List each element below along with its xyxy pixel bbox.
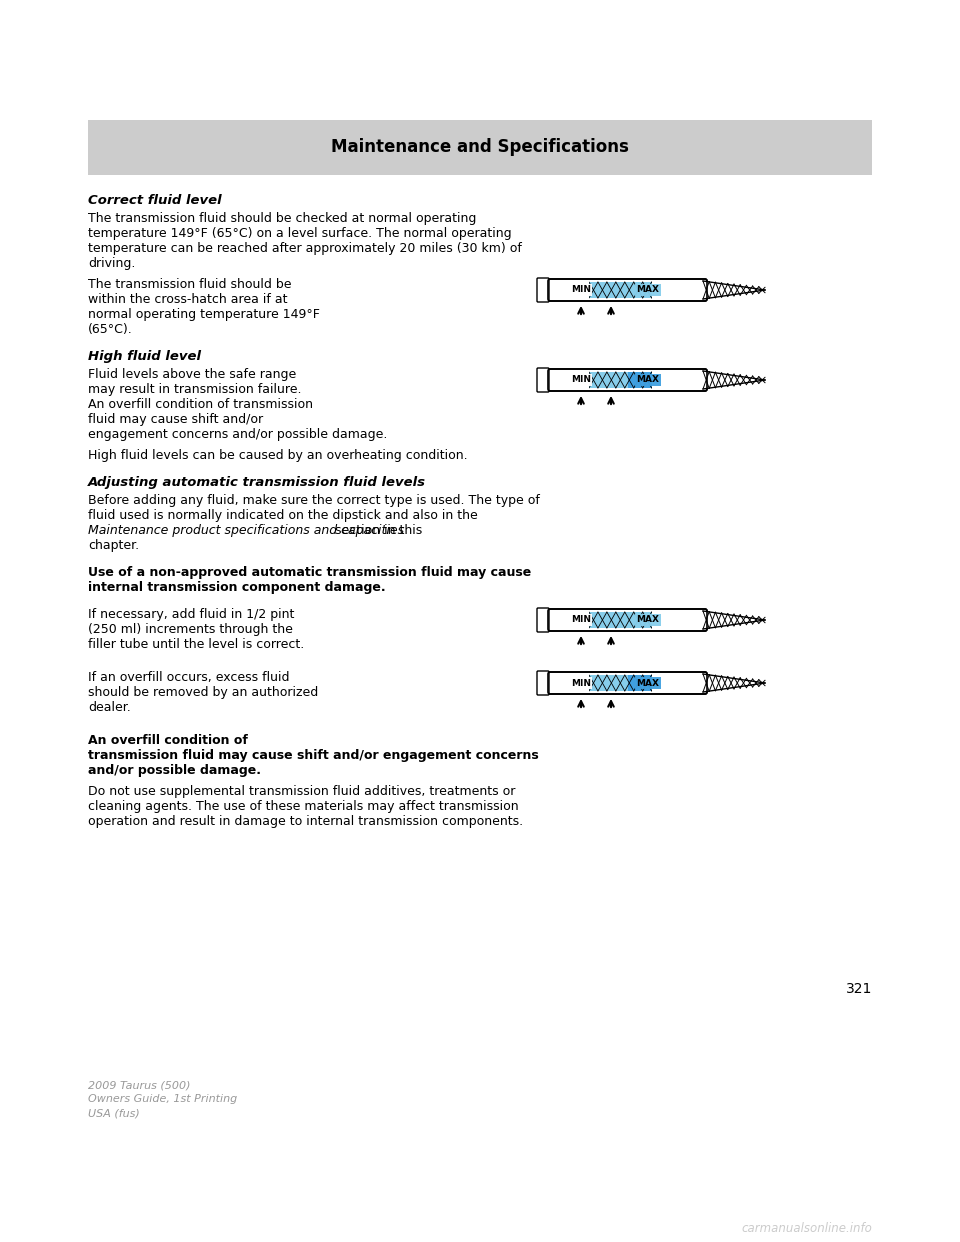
FancyBboxPatch shape bbox=[537, 609, 549, 632]
Text: (250 ml) increments through the: (250 ml) increments through the bbox=[88, 623, 293, 636]
Bar bbox=[589, 282, 652, 298]
FancyBboxPatch shape bbox=[537, 368, 549, 392]
Text: 2009 Taurus (500): 2009 Taurus (500) bbox=[88, 1081, 190, 1090]
Text: MIN: MIN bbox=[571, 678, 591, 688]
Text: internal transmission component damage.: internal transmission component damage. bbox=[88, 581, 386, 594]
Bar bbox=[88, 120, 872, 175]
Text: Correct fluid level: Correct fluid level bbox=[88, 194, 222, 207]
Bar bbox=[652, 281, 725, 299]
Text: 321: 321 bbox=[846, 982, 872, 996]
Bar bbox=[652, 371, 725, 389]
Text: temperature 149°F (65°C) on a level surface. The normal operating: temperature 149°F (65°C) on a level surf… bbox=[88, 227, 512, 240]
Bar bbox=[550, 674, 589, 692]
Text: Adjusting automatic transmission fluid levels: Adjusting automatic transmission fluid l… bbox=[88, 476, 426, 489]
Text: should be removed by an authorized: should be removed by an authorized bbox=[88, 686, 319, 699]
Text: Maintenance and Specifications: Maintenance and Specifications bbox=[331, 139, 629, 156]
Text: Owners Guide, 1st Printing: Owners Guide, 1st Printing bbox=[88, 1094, 237, 1104]
Bar bbox=[652, 611, 725, 628]
Text: High fluid levels can be caused by an overheating condition.: High fluid levels can be caused by an ov… bbox=[88, 450, 468, 462]
Text: fluid used is normally indicated on the dipstick and also in the: fluid used is normally indicated on the … bbox=[88, 509, 478, 522]
Bar bbox=[628, 373, 658, 388]
Text: An overfill condition of transmission: An overfill condition of transmission bbox=[88, 397, 313, 411]
Text: dealer.: dealer. bbox=[88, 700, 131, 714]
Text: Maintenance product specifications and capacities: Maintenance product specifications and c… bbox=[88, 524, 404, 537]
FancyBboxPatch shape bbox=[548, 369, 707, 391]
Bar bbox=[550, 371, 589, 389]
Text: Before adding any fluid, make sure the correct type is used. The type of: Before adding any fluid, make sure the c… bbox=[88, 494, 540, 507]
Bar bbox=[589, 612, 652, 628]
Text: and/or possible damage.: and/or possible damage. bbox=[88, 764, 261, 777]
Text: normal operating temperature 149°F: normal operating temperature 149°F bbox=[88, 308, 320, 320]
Text: MIN: MIN bbox=[571, 375, 591, 385]
Text: MAX: MAX bbox=[636, 678, 660, 688]
Text: MAX: MAX bbox=[636, 375, 660, 385]
Text: The transmission fluid should be checked at normal operating: The transmission fluid should be checked… bbox=[88, 212, 476, 225]
FancyBboxPatch shape bbox=[548, 672, 707, 694]
Text: cleaning agents. The use of these materials may affect transmission: cleaning agents. The use of these materi… bbox=[88, 800, 518, 814]
Text: temperature can be reached after approximately 20 miles (30 km) of: temperature can be reached after approxi… bbox=[88, 242, 522, 255]
Text: Fluid levels above the safe range: Fluid levels above the safe range bbox=[88, 368, 297, 381]
Text: filler tube until the level is correct.: filler tube until the level is correct. bbox=[88, 638, 304, 651]
FancyBboxPatch shape bbox=[537, 671, 549, 696]
Text: fluid may cause shift and/or: fluid may cause shift and/or bbox=[88, 414, 263, 426]
Text: If an overfill occurs, excess fluid: If an overfill occurs, excess fluid bbox=[88, 671, 290, 684]
FancyBboxPatch shape bbox=[537, 278, 549, 302]
FancyBboxPatch shape bbox=[548, 609, 707, 631]
Text: MIN: MIN bbox=[571, 616, 591, 625]
Text: transmission fluid may cause shift and/or engagement concerns: transmission fluid may cause shift and/o… bbox=[88, 749, 539, 763]
Text: driving.: driving. bbox=[88, 257, 135, 270]
Text: If necessary, add fluid in 1/2 pint: If necessary, add fluid in 1/2 pint bbox=[88, 609, 295, 621]
Text: USA (fus): USA (fus) bbox=[88, 1108, 140, 1118]
Text: carmanualsonline.info: carmanualsonline.info bbox=[741, 1222, 872, 1235]
Bar bbox=[550, 281, 589, 299]
FancyBboxPatch shape bbox=[548, 279, 707, 301]
Text: (65°C).: (65°C). bbox=[88, 323, 132, 337]
Text: Do not use supplemental transmission fluid additives, treatments or: Do not use supplemental transmission flu… bbox=[88, 785, 516, 799]
Text: MAX: MAX bbox=[636, 616, 660, 625]
Text: MAX: MAX bbox=[636, 286, 660, 294]
Bar bbox=[550, 611, 589, 628]
Text: operation and result in damage to internal transmission components.: operation and result in damage to intern… bbox=[88, 815, 523, 828]
Bar bbox=[652, 674, 725, 692]
Bar bbox=[628, 674, 658, 691]
Text: High fluid level: High fluid level bbox=[88, 350, 201, 363]
Text: Use of a non-approved automatic transmission fluid may cause: Use of a non-approved automatic transmis… bbox=[88, 566, 531, 579]
Text: An overfill condition of: An overfill condition of bbox=[88, 734, 248, 746]
Text: MIN: MIN bbox=[571, 286, 591, 294]
Text: engagement concerns and/or possible damage.: engagement concerns and/or possible dama… bbox=[88, 428, 388, 441]
Text: The transmission fluid should be: The transmission fluid should be bbox=[88, 278, 292, 291]
Text: may result in transmission failure.: may result in transmission failure. bbox=[88, 383, 301, 396]
Bar bbox=[589, 674, 652, 691]
Text: within the cross-hatch area if at: within the cross-hatch area if at bbox=[88, 293, 287, 306]
Text: chapter.: chapter. bbox=[88, 539, 139, 551]
Bar bbox=[589, 373, 652, 388]
Text: section in this: section in this bbox=[330, 524, 421, 537]
